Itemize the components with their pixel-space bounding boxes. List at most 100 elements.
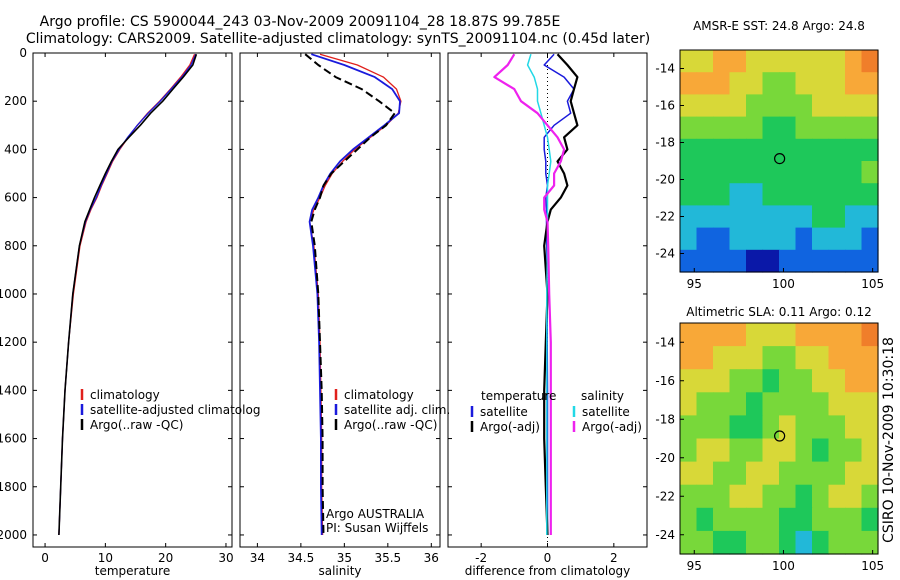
- figure-title-line2: Climatology: CARS2009. Satellite-adjuste…: [26, 31, 650, 47]
- sla_map-y-tick-label: -16: [655, 374, 675, 388]
- salinity-x-tick-label: 34: [250, 551, 265, 565]
- sla_map-cell: [795, 507, 813, 532]
- sst_map-cell: [795, 94, 813, 118]
- sst_map-cell: [845, 161, 863, 184]
- sst_map-y-tick-label: -24: [655, 247, 675, 261]
- sst_map-y-tick-label: -18: [655, 136, 675, 150]
- sst_map-y-tick-label: -16: [655, 99, 675, 113]
- sla_map-cell: [729, 507, 747, 532]
- sla_map-cell: [845, 392, 863, 416]
- sla_map-cell: [746, 369, 764, 393]
- sst_map-cell: [795, 205, 813, 229]
- sst_map-cell: [729, 183, 747, 206]
- sla_map-cell: [795, 484, 813, 509]
- sst_map-cell: [845, 72, 863, 95]
- sla_map-cell: [861, 461, 879, 486]
- sst_map-cell: [779, 249, 797, 273]
- sla_map-cell: [680, 415, 698, 440]
- sst_map-cell: [762, 227, 780, 251]
- sla_map-cell: [746, 461, 764, 486]
- sst_map-cell: [746, 72, 764, 95]
- sla_map-cell: [845, 484, 863, 509]
- sst_map-cell: [845, 183, 863, 206]
- salinity-series-satellite: [308, 53, 401, 536]
- sla_map-cell: [729, 392, 747, 416]
- sla_map-cell: [779, 415, 797, 440]
- sla_map-cell: [812, 346, 830, 370]
- sla_map-cell: [861, 392, 879, 416]
- sla_map-cell: [680, 530, 698, 555]
- sla_map-cell: [729, 415, 747, 440]
- sst_map-y-tick-label: -20: [655, 173, 675, 187]
- sla_map-cell: [861, 369, 879, 393]
- depth-tick-label: 1200: [0, 335, 27, 349]
- sst_map-cell: [779, 205, 797, 229]
- sst_map-cell: [812, 138, 830, 162]
- sst_map-cell: [795, 138, 813, 162]
- sst_map-cell: [729, 205, 747, 229]
- sla_map-cell: [779, 438, 797, 463]
- sst_map-cell: [812, 249, 830, 273]
- sst_map-cell: [861, 227, 879, 251]
- sst_map-cell: [795, 249, 813, 273]
- sst_map-cell: [795, 161, 813, 184]
- sst_map-cell: [729, 227, 747, 251]
- sla_map-cell: [696, 461, 714, 486]
- difference-legend-salinity-header: salinity: [581, 389, 624, 403]
- sla_map-cell: [746, 415, 764, 440]
- sst_map-cell: [746, 161, 764, 184]
- sla_map-cell: [762, 392, 780, 416]
- sst_map-cell: [729, 116, 747, 140]
- sla_map-cell: [680, 438, 698, 463]
- sla_map-cell: [828, 346, 846, 370]
- sla_map-cell: [713, 507, 731, 532]
- sst_map-cell: [828, 161, 846, 184]
- sla_map-cell: [680, 392, 698, 416]
- sst_map-cell: [746, 205, 764, 229]
- sla_map-cell: [762, 323, 780, 347]
- sst_map-cell: [762, 94, 780, 118]
- sla_map-cell: [812, 438, 830, 463]
- sla_map-cell: [762, 461, 780, 486]
- sst_map-cell: [762, 116, 780, 140]
- sla_map-cell: [861, 415, 879, 440]
- sst_map-x-tick-label: 95: [687, 277, 702, 291]
- sst_map-cell: [746, 249, 764, 273]
- sst_map-cell: [680, 138, 698, 162]
- sla_map-cell: [746, 392, 764, 416]
- sla_map-cell: [696, 369, 714, 393]
- sla_map-y-tick-label: -24: [655, 528, 675, 542]
- salinity-series-climatology: [308, 53, 402, 536]
- sla_map-cell: [779, 346, 797, 370]
- sst_map-cell: [729, 161, 747, 184]
- sst_map-cell: [696, 227, 714, 251]
- sla_map-cell: [713, 438, 731, 463]
- sla_map-cell: [713, 346, 731, 370]
- sst_map-cell: [828, 138, 846, 162]
- sst_map-cell: [861, 183, 879, 206]
- sla_map-x-tick-label: 95: [687, 559, 702, 573]
- sla_map-cell: [696, 530, 714, 555]
- sla_map-cell: [861, 530, 879, 555]
- sst_map-cell: [845, 205, 863, 229]
- sst_map-cell: [795, 116, 813, 140]
- salinity-series-argo: [304, 53, 396, 536]
- difference-series-sal-argo: [493, 53, 566, 535]
- sla_map-cell: [812, 530, 830, 555]
- sst_map-cell: [762, 72, 780, 95]
- difference-x-tick-label: -2: [475, 551, 487, 565]
- sst_map-cell: [696, 161, 714, 184]
- panel-salinity: 34 34.5 35 35.5 36 salinity climatologysatelli…: [239, 52, 450, 578]
- sst_map-cell: [779, 94, 797, 118]
- sst_map-cell: [828, 116, 846, 140]
- sla_map-cell: [845, 415, 863, 440]
- sla_map-cell: [812, 415, 830, 440]
- depth-tick-label: 1000: [0, 287, 27, 301]
- sst_map-cell: [680, 249, 698, 273]
- temperature-x-axis-label: temperature: [95, 564, 170, 578]
- sla_map-cell: [680, 323, 698, 347]
- sst_map-cell: [729, 72, 747, 95]
- sst_map-cell: [680, 72, 698, 95]
- sst_map-cell: [696, 50, 714, 73]
- sla_map-cell: [845, 438, 863, 463]
